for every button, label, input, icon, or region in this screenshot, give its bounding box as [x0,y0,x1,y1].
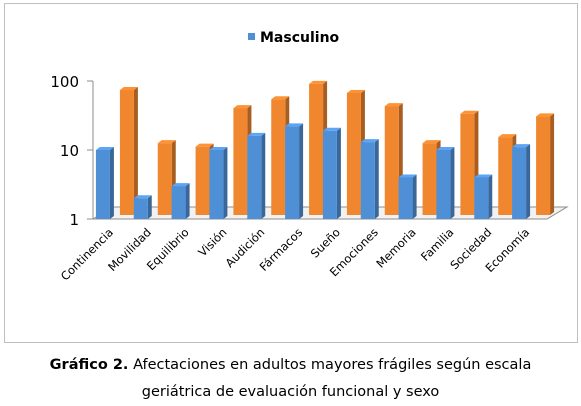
bar-series-2-top [309,80,328,84]
bar-series-2-top [233,105,252,109]
bar-series-2-top [422,140,441,144]
bar-series-1-2-side [185,183,190,219]
bar-series-2-front [422,143,437,215]
bar-series-1-10 [474,174,493,219]
bar-series-2-front [536,116,551,215]
bar-series-1-11-top [512,144,531,148]
bar-series-1-9-top [436,147,455,150]
bar-series-1-10-top [474,174,493,178]
x-tick-label: Visión [195,225,229,259]
bar-series-2-0 [119,87,138,215]
bar-series-2-front [271,99,286,215]
bar-series-1-0-front [95,150,110,219]
bar-series-1-0-top [95,147,114,150]
bar-series-1-5-side [299,123,304,219]
bar-series-2-top [157,140,176,144]
bar-series-1-0-side [109,147,114,219]
y-tick-label: 100 [50,73,79,91]
bar-series-1-0 [95,147,114,219]
bar-series-2-front [460,113,475,215]
bar-series-1-2-top [171,183,190,187]
x-tick-label: Continencia [58,225,116,283]
x-tick-label: Memoria [373,225,418,270]
bar-series-2-top [536,113,555,117]
bar-series-1-7 [360,139,379,219]
bar-series-1-6-front [322,130,337,219]
bar-series-2-front [157,143,172,215]
bar-series-1-6 [322,127,341,219]
bar-series-1-9 [436,147,455,219]
bar-series-2-front [233,108,248,215]
bar-series-1-7-top [360,139,379,143]
bar-series-1-4 [247,132,266,219]
bar-series-1-3-front [209,150,224,219]
bar-series-2-side [133,87,138,215]
bar-series-1-4-front [247,135,262,219]
bar-series-1-10-side [488,174,493,219]
bar-series-2-11 [536,113,555,215]
caption-line-1: Afectaciones en adultos mayores frágiles… [133,357,532,373]
bar-series-1-9-side [450,147,455,219]
bar-series-2-front [119,90,134,215]
legend-swatch [248,33,255,40]
bar-series-1-4-top [247,132,266,136]
bar-series-1-6-top [322,127,341,131]
bar-series-1-8 [398,174,417,219]
bar-series-1-5-top [285,123,304,127]
bar-series-2-top [498,134,517,138]
bar-series-1-1 [133,195,152,219]
bar-series-1-3 [209,147,228,219]
bar-series-1-5 [285,123,304,219]
bar-series-2-side [550,113,555,215]
bar-series-2-front [195,146,210,215]
bar-series-1-4-side [261,132,266,219]
bar-series-2-top [346,89,365,93]
bar-series-1-11-side [526,144,531,219]
x-tick-label: Sueño [308,225,343,260]
bar-series-1-10-front [474,177,489,219]
bar-series-2-top [460,110,479,114]
bar-series-2-front [384,106,399,215]
bar-series-1-8-side [412,174,417,219]
bar-series-2-top [119,87,138,91]
legend: Masculino [248,30,340,46]
bar-series-1-6-side [336,127,341,219]
bar-series-2-front [346,92,361,215]
bar-group-series-2 [536,113,555,215]
bar-group-series-2 [119,87,138,215]
bar-series-2-front [309,83,324,215]
bar-series-1-9-front [436,150,451,219]
bar-series-1-8-front [398,177,413,219]
bar-series-1-7-side [374,139,379,219]
legend-label-series-1: Masculino [260,30,340,46]
bar-series-1-1-top [133,195,152,199]
caption-line-2: geriátrica de evaluación funcional y sex… [141,384,440,400]
bar-series-1-5-front [285,126,300,219]
bar-series-1-11-front [512,147,527,219]
bar-series-1-2 [171,183,190,219]
bar-series-1-1-side [147,195,152,219]
figure-caption: Gráfico 2. Afectaciones en adultos mayor… [0,352,581,406]
bar-series-1-8-top [398,174,417,178]
bar-series-1-3-side [223,147,228,219]
bar-series-1-7-front [360,142,375,219]
y-tick-label: 1 [69,211,79,229]
bars [95,80,555,219]
bar-series-1-3-top [209,147,228,150]
bar-series-2-top [384,103,403,107]
bar-series-2-top [271,96,290,100]
bar-series-1-11 [512,144,531,219]
bar-series-1-2-front [171,186,186,219]
bar-series-1-1-front [133,198,148,219]
bar-series-2-front [498,137,513,215]
bar-series-2-top [195,143,214,147]
y-tick-label: 10 [60,142,79,160]
caption-label: Gráfico 2. [49,357,129,373]
